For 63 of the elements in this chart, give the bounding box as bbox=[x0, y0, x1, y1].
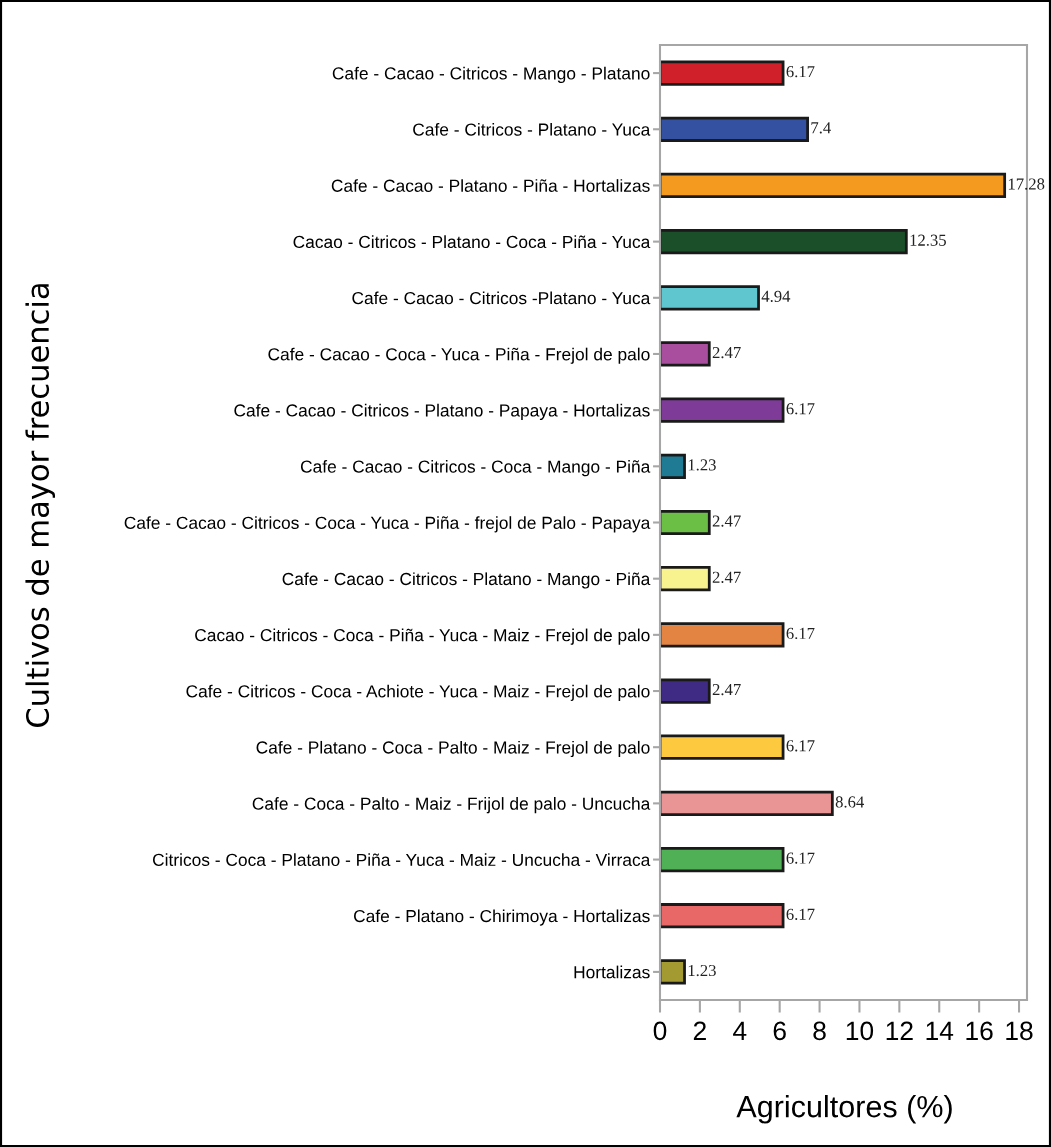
y-tick-label: Cafe - Cacao - Citricos -Platano - Yuca bbox=[352, 291, 651, 305]
y-tick-label: Cafe - Coca - Palto - Maiz - Frijol de palo - Uncucha bbox=[252, 797, 651, 814]
x-axis-title: Agricultores (%) bbox=[736, 1095, 952, 1124]
y-tick-label: Citricos - Coca - Platano - Piña - Yuca - Maiz - Uncucha - Virraca bbox=[152, 853, 651, 867]
x-tick-label: 8 bbox=[813, 1021, 826, 1041]
y-tick-label: Cafe - Platano - Coca - Palto - Maiz - Frejol de palo bbox=[256, 740, 650, 758]
y-tick-label: Cacao - Citricos - Coca - Piña - Yuca - Maiz - Frejol de palo bbox=[195, 628, 650, 645]
bar bbox=[660, 846, 785, 873]
y-tick-label: Cafe - Cacao - Citricos - Coca - Mango - Piña bbox=[300, 460, 651, 477]
x-tick-label: 12 bbox=[886, 1021, 913, 1040]
y-tick-label: Cafe - Cacao - Citricos - Mango - Platano bbox=[332, 66, 650, 83]
data-label: 2.47 bbox=[712, 515, 741, 527]
data-label: 8.64 bbox=[835, 796, 865, 808]
x-tick-label: 4 bbox=[733, 1021, 747, 1040]
bar bbox=[660, 228, 908, 255]
bar bbox=[660, 959, 686, 985]
bar bbox=[660, 341, 711, 367]
data-label: 6.17 bbox=[786, 740, 815, 752]
x-tick-label: 6 bbox=[773, 1021, 786, 1041]
data-label: 17.28 bbox=[1008, 178, 1045, 190]
bar bbox=[660, 509, 711, 536]
bar bbox=[660, 285, 760, 311]
y-tick-label: Cafe - Platano - Chirimoya - Hortalizas bbox=[354, 909, 650, 926]
bar bbox=[660, 397, 785, 423]
bar bbox=[660, 734, 785, 760]
x-tick-label: 10 bbox=[846, 1021, 874, 1041]
data-label: 2.47 bbox=[712, 684, 741, 696]
y-tick-label: Cafe - Citricos - Platano - Yuca bbox=[413, 122, 651, 136]
y-tick-label: Cafe - Cacao - Platano - Piña - Hortalizas bbox=[331, 179, 650, 192]
y-tick-label: Cafe - Cacao - Coca - Yuca - Piña - Frejol de palo bbox=[268, 347, 650, 364]
x-tick-label: 18 bbox=[1006, 1021, 1033, 1041]
data-label: 6.17 bbox=[786, 627, 815, 640]
bar bbox=[660, 790, 834, 817]
data-label: 6.17 bbox=[786, 403, 815, 415]
bar bbox=[660, 172, 1007, 199]
data-label: 7.4 bbox=[811, 122, 831, 134]
bar bbox=[660, 60, 785, 86]
data-label: 1.23 bbox=[688, 459, 716, 471]
x-tick-label: 0 bbox=[653, 1021, 667, 1041]
bar bbox=[660, 453, 686, 479]
bar bbox=[660, 903, 785, 929]
bar bbox=[660, 678, 711, 704]
bar bbox=[660, 622, 785, 648]
x-tick-label: 14 bbox=[926, 1021, 954, 1040]
data-label: 12.35 bbox=[910, 234, 946, 246]
y-tick-label: Cafe - Cacao - Citricos - Platano - Mango - Piña bbox=[282, 572, 651, 589]
data-label: 6.17 bbox=[786, 66, 815, 78]
y-axis-title: Cultivos de mayor frecuencia bbox=[25, 284, 55, 727]
x-tick-label: 2 bbox=[693, 1021, 706, 1040]
y-tick-label: Cafe - Cacao - Citricos - Platano - Papaya - Hortalizas bbox=[234, 403, 650, 421]
data-label: 2.47 bbox=[712, 571, 741, 583]
data-label: 1.23 bbox=[688, 964, 716, 977]
y-tick-label: Cafe - Citricos - Coca - Achiote - Yuca - Maiz - Frejol de palo bbox=[186, 684, 650, 701]
data-label: 6.17 bbox=[786, 852, 815, 864]
x-tick-label: 16 bbox=[966, 1021, 993, 1041]
bar bbox=[660, 116, 809, 142]
data-label: 6.17 bbox=[786, 908, 815, 920]
y-tick-label: Cacao - Citricos - Platano - Coca - Piña - Yuca bbox=[293, 235, 651, 249]
data-label: 2.47 bbox=[712, 346, 741, 359]
bar bbox=[660, 566, 711, 592]
data-label: 4.94 bbox=[761, 290, 791, 303]
y-tick-label: Hortalizas bbox=[574, 965, 650, 979]
y-tick-label: Cafe - Cacao - Citricos - Coca - Yuca - Piña - frejol de Palo - Papaya bbox=[124, 516, 651, 533]
